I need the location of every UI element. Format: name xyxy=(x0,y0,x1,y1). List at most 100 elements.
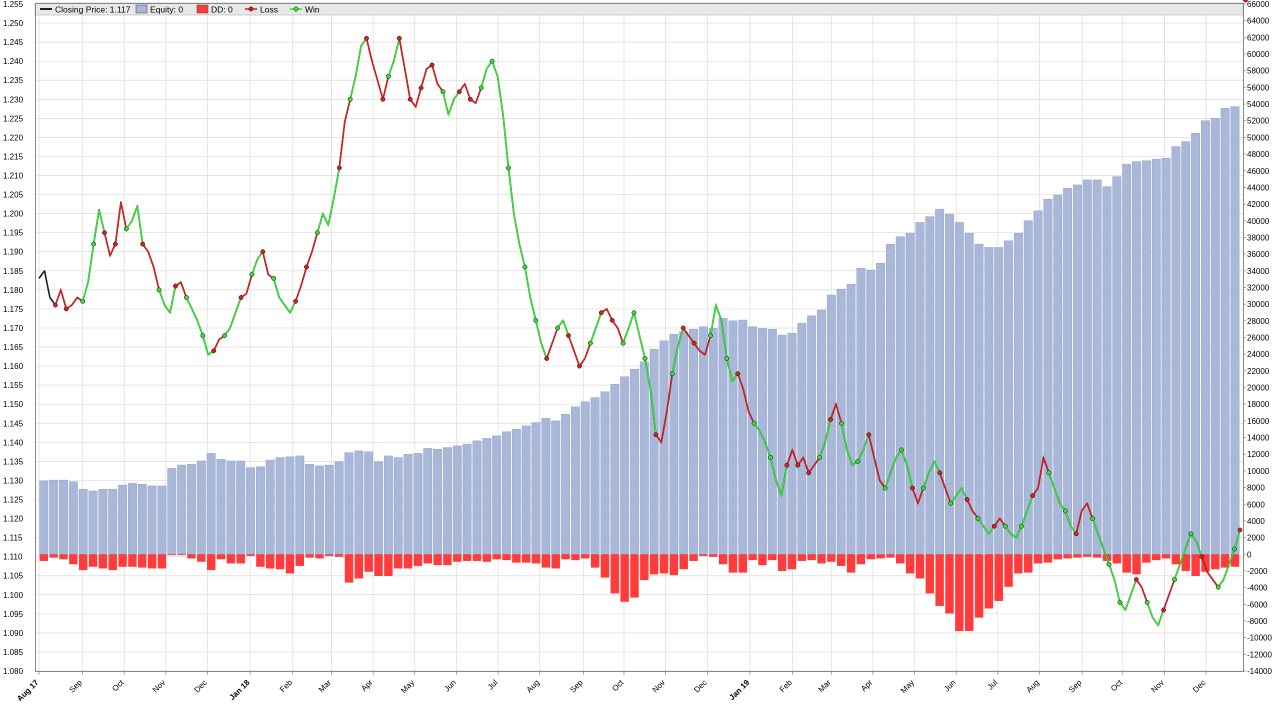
equity-bar xyxy=(826,294,836,555)
drawdown-bar xyxy=(147,554,157,569)
left-tick-label: 1.115 xyxy=(3,534,23,543)
drawdown-bar xyxy=(1073,554,1082,558)
drawdown-bar xyxy=(384,554,393,576)
left-tick-label: 1.200 xyxy=(3,210,24,219)
drawdown-bar xyxy=(256,554,265,567)
equity-bar xyxy=(68,481,78,555)
equity-bar xyxy=(767,328,777,555)
drawdown-bar xyxy=(590,554,600,568)
drawdown-bar xyxy=(994,554,1003,601)
drawdown-bar xyxy=(49,554,58,558)
drawdown-bar xyxy=(787,554,797,570)
equity-bar xyxy=(305,464,315,555)
win-trade-segment xyxy=(1020,495,1034,527)
left-tick-label: 1.110 xyxy=(3,553,23,562)
drawdown-bar xyxy=(541,554,551,568)
left-tick-label: 1.100 xyxy=(3,591,24,600)
drawdown-bar xyxy=(886,554,895,558)
loss-trade-segment xyxy=(305,232,319,268)
loss-trade-segment xyxy=(829,401,843,424)
equity-bar xyxy=(659,340,669,555)
drawdown-bar xyxy=(748,554,757,561)
win-trade-point xyxy=(588,340,593,346)
equity-bar xyxy=(187,464,196,555)
win-trade-segment xyxy=(1064,510,1077,535)
win-trade-segment xyxy=(671,327,684,374)
loss-trade-segment xyxy=(993,517,1006,527)
right-tick-label: 28000 xyxy=(1247,317,1270,326)
right-tick-label: 22000 xyxy=(1247,367,1270,376)
drawdown-bar xyxy=(1043,554,1053,563)
win-trade-point xyxy=(91,241,96,247)
drawdown-bar xyxy=(315,554,324,559)
equity-bar xyxy=(1141,160,1151,555)
left-tick-label: 1.140 xyxy=(3,438,24,447)
loss-trade-point xyxy=(609,317,615,323)
loss-trade-point xyxy=(364,35,369,41)
win-trade-point xyxy=(440,89,446,95)
equity-bar xyxy=(561,414,570,555)
equity-bar xyxy=(206,453,216,555)
equity-bar xyxy=(590,397,600,555)
right-tick-label: 64000 xyxy=(1247,17,1270,26)
left-tick-label: 1.125 xyxy=(3,495,24,504)
equity-bar xyxy=(255,466,265,555)
drawdown-bar xyxy=(964,554,974,631)
right-tick-label: 40000 xyxy=(1247,217,1270,226)
drawdown-bar xyxy=(1033,554,1043,564)
left-tick-label: 1.180 xyxy=(3,286,24,295)
drawdown-bar xyxy=(492,554,501,560)
loss-trade-segment xyxy=(114,202,127,245)
equity-bar xyxy=(108,489,118,555)
drawdown-bar xyxy=(984,554,994,609)
win-trade-segment xyxy=(442,91,460,117)
loss-trade-point xyxy=(795,462,801,468)
win-trade-segment xyxy=(480,60,493,89)
win-trade-segment xyxy=(1190,533,1203,557)
win-trade-segment xyxy=(158,285,177,315)
left-tick-label: 1.195 xyxy=(3,229,24,238)
drawdown-bar xyxy=(551,554,560,569)
drawdown-bar xyxy=(915,554,925,579)
drawdown-bar xyxy=(453,554,462,562)
equity-bar xyxy=(1053,194,1063,555)
equity-bar xyxy=(1210,118,1220,555)
drawdown-bar xyxy=(817,554,826,564)
right-tick-label: 8000 xyxy=(1247,484,1265,493)
right-tick-label: 62000 xyxy=(1247,33,1270,42)
drawdown-bar xyxy=(876,554,885,559)
equity-bar xyxy=(177,464,187,555)
equity-bar xyxy=(905,233,915,555)
loss-trade-segment xyxy=(966,499,979,519)
loss-trade-point xyxy=(910,485,915,491)
drawdown-bar xyxy=(443,554,452,566)
equity-bar xyxy=(511,429,521,555)
equity-bar xyxy=(787,333,797,555)
win-trade-segment xyxy=(884,449,903,489)
drawdown-bar xyxy=(600,554,610,578)
equity-legend-swatch xyxy=(135,4,148,14)
win-trade-point xyxy=(184,295,189,300)
equity-bar xyxy=(98,489,108,555)
win-trade-segment xyxy=(273,278,297,315)
equity-bar xyxy=(1092,179,1102,555)
loss-trade-segment xyxy=(142,243,160,291)
loss-trade-segment xyxy=(409,87,422,109)
right-tick-label: -12000 xyxy=(1247,650,1272,659)
loss-trade-point xyxy=(1030,493,1035,499)
equity-bar xyxy=(1181,141,1191,555)
equity-bar xyxy=(689,328,698,555)
loss-trade-point xyxy=(396,35,402,41)
equity-bar xyxy=(915,222,925,555)
drawdown-bar xyxy=(974,554,984,618)
right-tick-label: 24000 xyxy=(1247,350,1270,359)
drawdown-bar xyxy=(581,554,590,559)
equity-bar xyxy=(285,456,295,555)
drawdown-bar xyxy=(846,554,856,573)
drawdown-bar xyxy=(1152,554,1161,561)
equity-bar xyxy=(137,484,147,555)
equity-bar xyxy=(1112,176,1122,555)
left-tick-label: 1.170 xyxy=(3,324,24,333)
